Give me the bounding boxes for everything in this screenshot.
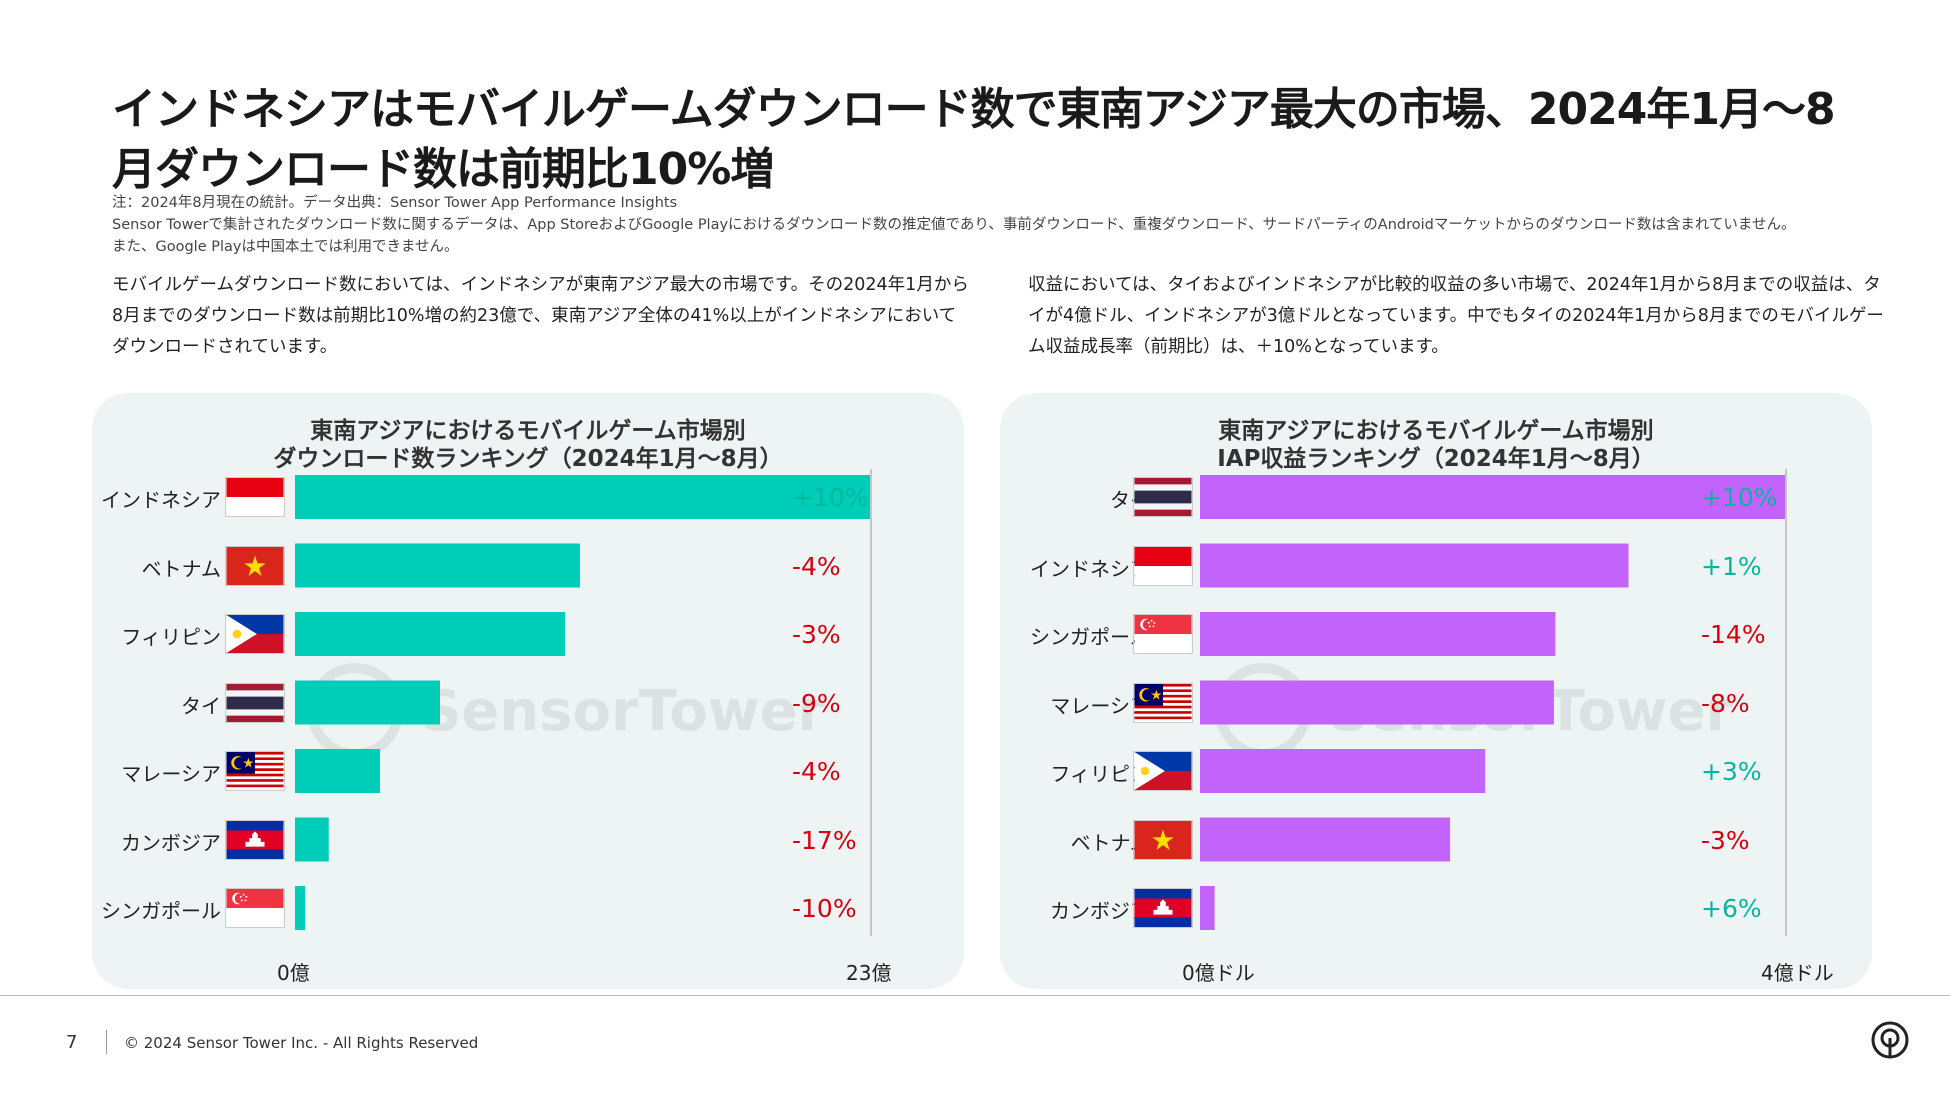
bar-downloads-2 xyxy=(295,612,565,656)
category-label: インドネシア xyxy=(1030,556,1150,581)
growth-label: -4% xyxy=(792,551,841,581)
singapore-flag-icon xyxy=(1133,614,1193,654)
growth-label: -14% xyxy=(1701,620,1766,649)
cambodia-flag-icon xyxy=(225,819,285,860)
footer-divider xyxy=(0,995,1950,996)
philippines-flag-icon xyxy=(1133,751,1193,791)
growth-label: +10% xyxy=(792,483,869,512)
bar-downloads-6 xyxy=(295,886,305,930)
x-axis-min-label: 0億ドル xyxy=(1182,961,1255,985)
category-label: タイ xyxy=(181,693,221,718)
vietnam-flag-icon xyxy=(1133,819,1193,860)
chart-title-line: IAP収益ランキング（2024年1月～8月） xyxy=(1217,446,1655,472)
category-label: シンガポール xyxy=(101,899,221,923)
page-title: インドネシアはモバイルゲームダウンロード数で東南アジア最大の市場、2024年1月… xyxy=(112,84,1836,195)
bar-revenue-2 xyxy=(1200,612,1556,656)
category-label: インドネシア xyxy=(101,488,221,512)
thailand-flag-icon xyxy=(1133,477,1193,517)
notes: 注：2024年8月現在の統計。データ出典：Sensor Tower App Pe… xyxy=(112,192,1892,258)
chart-title-line: 東南アジアにおけるモバイルゲーム市場別 xyxy=(310,418,746,444)
chart-title-line: 東南アジアにおけるモバイルゲーム市場別 xyxy=(1218,418,1654,444)
bar-revenue-1 xyxy=(1200,543,1629,588)
malaysia-flag-icon xyxy=(225,751,285,791)
growth-label: -10% xyxy=(792,894,857,923)
footer-separator xyxy=(106,1030,107,1054)
note-line: Sensor Towerで集計されたダウンロード数に関するデータは、App St… xyxy=(112,217,1796,233)
growth-label: -17% xyxy=(792,825,857,855)
sensor-tower-logo-icon xyxy=(1871,1021,1909,1059)
bar-downloads-3 xyxy=(295,680,440,725)
revenue-bar-chart xyxy=(1200,469,1787,936)
bar-downloads-0 xyxy=(295,475,870,519)
bar-downloads-5 xyxy=(295,817,329,862)
paragraph-downloads: モバイルゲームダウンロード数においては、インドネシアが東南アジア最大の市場です。… xyxy=(112,275,969,357)
downloads-chart-title: 東南アジアにおけるモバイルゲーム市場別 ダウンロード数ランキング（2024年1月… xyxy=(92,417,964,473)
growth-label: -9% xyxy=(792,688,841,718)
revenue-chart-panel: 東南アジアにおけるモバイルゲーム市場別 IAP収益ランキング（2024年1月～8… xyxy=(1000,393,1872,989)
vietnam-flag-icon xyxy=(225,545,285,586)
growth-label: -4% xyxy=(792,757,841,786)
note-line: また、Google Playは中国本土では利用できません。 xyxy=(112,239,459,255)
growth-label: +3% xyxy=(1701,757,1762,786)
downloads-bar-chart xyxy=(295,469,872,936)
bar-revenue-3 xyxy=(1200,680,1554,725)
category-label: フィリピン xyxy=(121,625,221,649)
x-axis-max-label: 4億ドル xyxy=(1761,961,1834,985)
singapore-flag-icon xyxy=(225,888,285,928)
philippines-flag-icon xyxy=(225,614,285,654)
growth-label: -3% xyxy=(792,620,841,649)
revenue-chart-title: 東南アジアにおけるモバイルゲーム市場別 IAP収益ランキング（2024年1月～8… xyxy=(1000,417,1872,473)
note-line: 注：2024年8月現在の統計。データ出典：Sensor Tower App Pe… xyxy=(112,195,678,211)
thailand-flag-icon xyxy=(225,682,285,723)
x-axis-min-label: 0億 xyxy=(277,961,310,985)
category-label: シンガポール xyxy=(1030,625,1150,649)
category-label: ベトナム xyxy=(141,556,221,581)
growth-label: -8% xyxy=(1701,688,1750,718)
growth-label: +10% xyxy=(1701,483,1778,512)
bar-downloads-1 xyxy=(295,543,580,588)
bar-revenue-5 xyxy=(1200,817,1451,862)
indonesia-flag-icon xyxy=(1133,545,1193,586)
category-label: カンボジア xyxy=(121,830,221,855)
indonesia-flag-icon xyxy=(225,477,285,517)
growth-label: -3% xyxy=(1701,825,1750,855)
page-number: 7 xyxy=(66,1032,78,1053)
bar-revenue-6 xyxy=(1200,886,1215,930)
chart-title-line: ダウンロード数ランキング（2024年1月～8月） xyxy=(273,446,783,472)
malaysia-flag-icon xyxy=(1133,682,1193,723)
watermark-text: SensorTower xyxy=(421,678,826,744)
bar-revenue-4 xyxy=(1200,749,1486,793)
cambodia-flag-icon xyxy=(1133,888,1193,928)
bar-revenue-0 xyxy=(1200,475,1785,519)
growth-label: +1% xyxy=(1701,551,1762,581)
x-axis-max-label: 23億 xyxy=(846,961,892,985)
paragraph-revenue: 収益においては、タイおよびインドネシアが比較的収益の多い市場で、2024年1月か… xyxy=(1028,275,1884,357)
copyright: © 2024 Sensor Tower Inc. - All Rights Re… xyxy=(124,1034,479,1052)
growth-label: +6% xyxy=(1701,894,1762,923)
downloads-chart-panel: 東南アジアにおけるモバイルゲーム市場別 ダウンロード数ランキング（2024年1月… xyxy=(92,393,964,989)
bar-downloads-4 xyxy=(295,749,380,793)
category-label: マレーシア xyxy=(121,762,221,786)
